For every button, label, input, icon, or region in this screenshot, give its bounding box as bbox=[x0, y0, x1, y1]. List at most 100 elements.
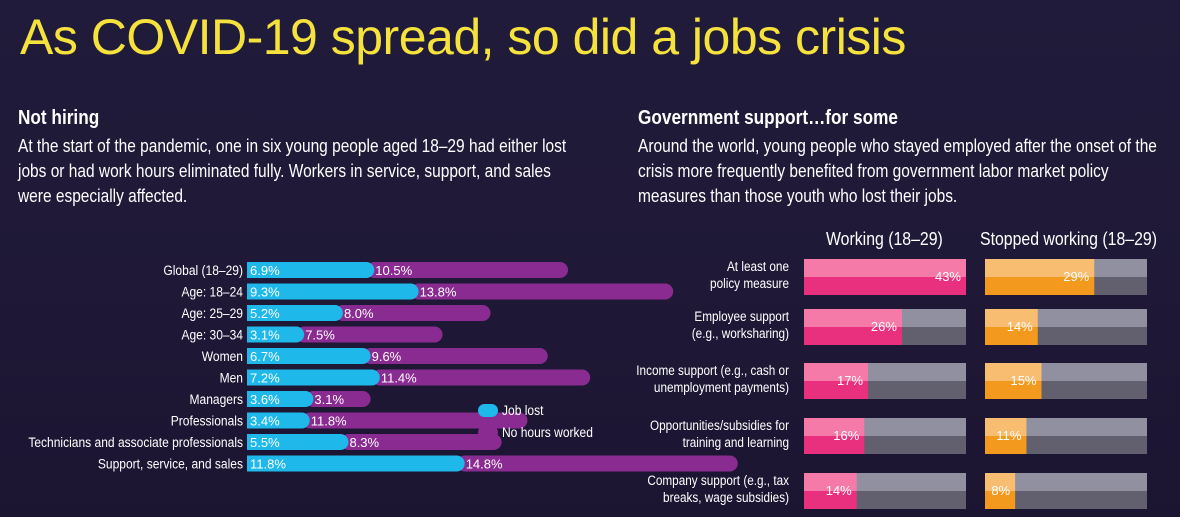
category-label: Global (18–29) bbox=[163, 262, 243, 278]
job-lost-bar bbox=[247, 434, 349, 450]
category-label: Men bbox=[220, 370, 243, 386]
no-hours-worked-bar bbox=[456, 455, 738, 472]
no-hours-value: 10.5% bbox=[375, 263, 412, 278]
value-bar-top bbox=[804, 259, 966, 277]
job-lost-value: 9.3% bbox=[250, 285, 280, 300]
value-bar-bottom bbox=[804, 436, 865, 454]
no-hours-value: 14.8% bbox=[466, 457, 503, 472]
no-hours-worked-bar bbox=[366, 262, 569, 278]
job-lost-bar bbox=[247, 262, 375, 278]
no-hours-value: 11.8% bbox=[311, 414, 347, 429]
legend-job-lost-swatch bbox=[478, 404, 498, 417]
no-hours-value: 11.4% bbox=[381, 371, 417, 386]
working-column-header: Working (18–29) bbox=[826, 229, 943, 249]
job-lost-bar bbox=[247, 348, 371, 364]
no-hours-value: 9.6% bbox=[372, 349, 402, 364]
job-lost-value: 6.7% bbox=[250, 349, 280, 364]
legend-no-hours-label: No hours worked bbox=[502, 424, 593, 440]
stopped-working-column-header: Stopped working (18–29) bbox=[980, 229, 1158, 249]
job-lost-value: 3.1% bbox=[250, 328, 280, 343]
no-hours-worked-bar bbox=[305, 391, 371, 407]
not-hiring-text: At the start of the pandemic, one in six… bbox=[18, 136, 567, 206]
value-bar-top bbox=[985, 363, 1042, 381]
no-hours-worked-bar bbox=[301, 412, 528, 429]
no-hours-worked-bar bbox=[296, 326, 443, 343]
job-lost-bar bbox=[247, 455, 465, 472]
value-bar-bottom bbox=[985, 491, 1016, 509]
no-hours-worked-bar bbox=[334, 305, 491, 321]
value-bar-bottom bbox=[804, 381, 869, 399]
policy-value-label: 26% bbox=[871, 319, 897, 334]
policy-value-label: 16% bbox=[833, 428, 859, 443]
policy-category-label: Employee support bbox=[694, 308, 789, 324]
no-hours-value: 13.8% bbox=[420, 285, 457, 300]
no-hours-worked-bar bbox=[362, 348, 548, 364]
job-lost-value: 5.5% bbox=[250, 435, 280, 450]
no-hours-value: 3.1% bbox=[314, 392, 344, 407]
job-lost-value: 6.9% bbox=[250, 263, 280, 278]
job-lost-bar bbox=[247, 305, 343, 321]
job-lost-bar bbox=[247, 283, 419, 300]
category-label: Age: 18–24 bbox=[181, 284, 243, 300]
not-hiring-heading: Not hiring bbox=[18, 107, 100, 129]
value-bar-bottom bbox=[985, 436, 1027, 454]
category-label: Managers bbox=[189, 391, 243, 407]
job-lost-value: 11.8% bbox=[250, 457, 286, 472]
value-bar-top bbox=[804, 363, 869, 381]
policy-value-label: 15% bbox=[1010, 373, 1036, 388]
policy-value-label: 8% bbox=[991, 483, 1010, 498]
category-label: Age: 30–34 bbox=[181, 327, 243, 343]
category-label: Support, service, and sales bbox=[98, 456, 244, 472]
value-bar-bottom bbox=[804, 491, 857, 509]
job-lost-value: 7.2% bbox=[250, 371, 280, 386]
category-label: Age: 25–29 bbox=[181, 305, 243, 321]
policy-category-label: Opportunities/subsidies for bbox=[650, 417, 790, 433]
policy-category-label: unemployment payments) bbox=[654, 379, 789, 395]
job-lost-value: 3.4% bbox=[250, 414, 280, 429]
job-lost-bar bbox=[247, 369, 380, 386]
value-bar-bottom bbox=[985, 277, 1095, 295]
value-bar-top bbox=[804, 418, 865, 436]
policy-value-label: 29% bbox=[1063, 269, 1089, 284]
policy-category-label: training and learning bbox=[683, 434, 789, 450]
value-bar-top bbox=[985, 259, 1095, 277]
policy-category-label: breaks, wage subsidies) bbox=[663, 489, 789, 505]
bar-background-top bbox=[985, 473, 1147, 491]
policy-value-label: 43% bbox=[935, 269, 961, 284]
policy-category-label: Income support (e.g., cash or bbox=[636, 362, 789, 378]
job-lost-bar bbox=[247, 412, 310, 429]
policy-value-label: 17% bbox=[837, 373, 863, 388]
value-bar-bottom bbox=[985, 327, 1038, 345]
value-bar-bottom bbox=[804, 277, 966, 295]
legend-job-lost-label: Job lost bbox=[502, 402, 544, 418]
category-label: Technicians and associate professionals bbox=[28, 434, 243, 450]
job-lost-bar bbox=[247, 391, 314, 407]
value-bar-top bbox=[985, 309, 1038, 327]
policy-value-label: 14% bbox=[1007, 319, 1033, 334]
no-hours-worked-bar bbox=[371, 369, 591, 386]
category-label: Professionals bbox=[171, 413, 244, 429]
value-bar-bottom bbox=[985, 381, 1042, 399]
job-lost-value: 3.6% bbox=[250, 392, 280, 407]
value-bar-bottom bbox=[804, 327, 902, 345]
category-label: Women bbox=[202, 348, 243, 364]
policy-category-label: policy measure bbox=[710, 275, 789, 291]
value-bar-top bbox=[804, 309, 902, 327]
policy-category-label: At least one bbox=[727, 258, 789, 274]
job-lost-value: 5.2% bbox=[250, 306, 280, 321]
no-hours-value: 8.3% bbox=[349, 435, 379, 450]
page-title: As COVID-19 spread, so did a jobs crisis bbox=[20, 9, 906, 65]
value-bar-top bbox=[985, 473, 1016, 491]
policy-category-label: (e.g., worksharing) bbox=[692, 325, 789, 341]
policy-category-label: Company support (e.g., tax bbox=[647, 472, 789, 488]
policy-value-label: 11% bbox=[996, 428, 1021, 443]
policy-value-label: 14% bbox=[826, 483, 852, 498]
legend-no-hours-swatch bbox=[478, 426, 498, 439]
no-hours-worked-bar bbox=[340, 434, 502, 450]
value-bar-top bbox=[804, 473, 857, 491]
bar-background-bottom bbox=[985, 491, 1147, 509]
government-support-text: Around the world, young people who staye… bbox=[638, 136, 1157, 206]
no-hours-worked-bar bbox=[410, 283, 674, 300]
